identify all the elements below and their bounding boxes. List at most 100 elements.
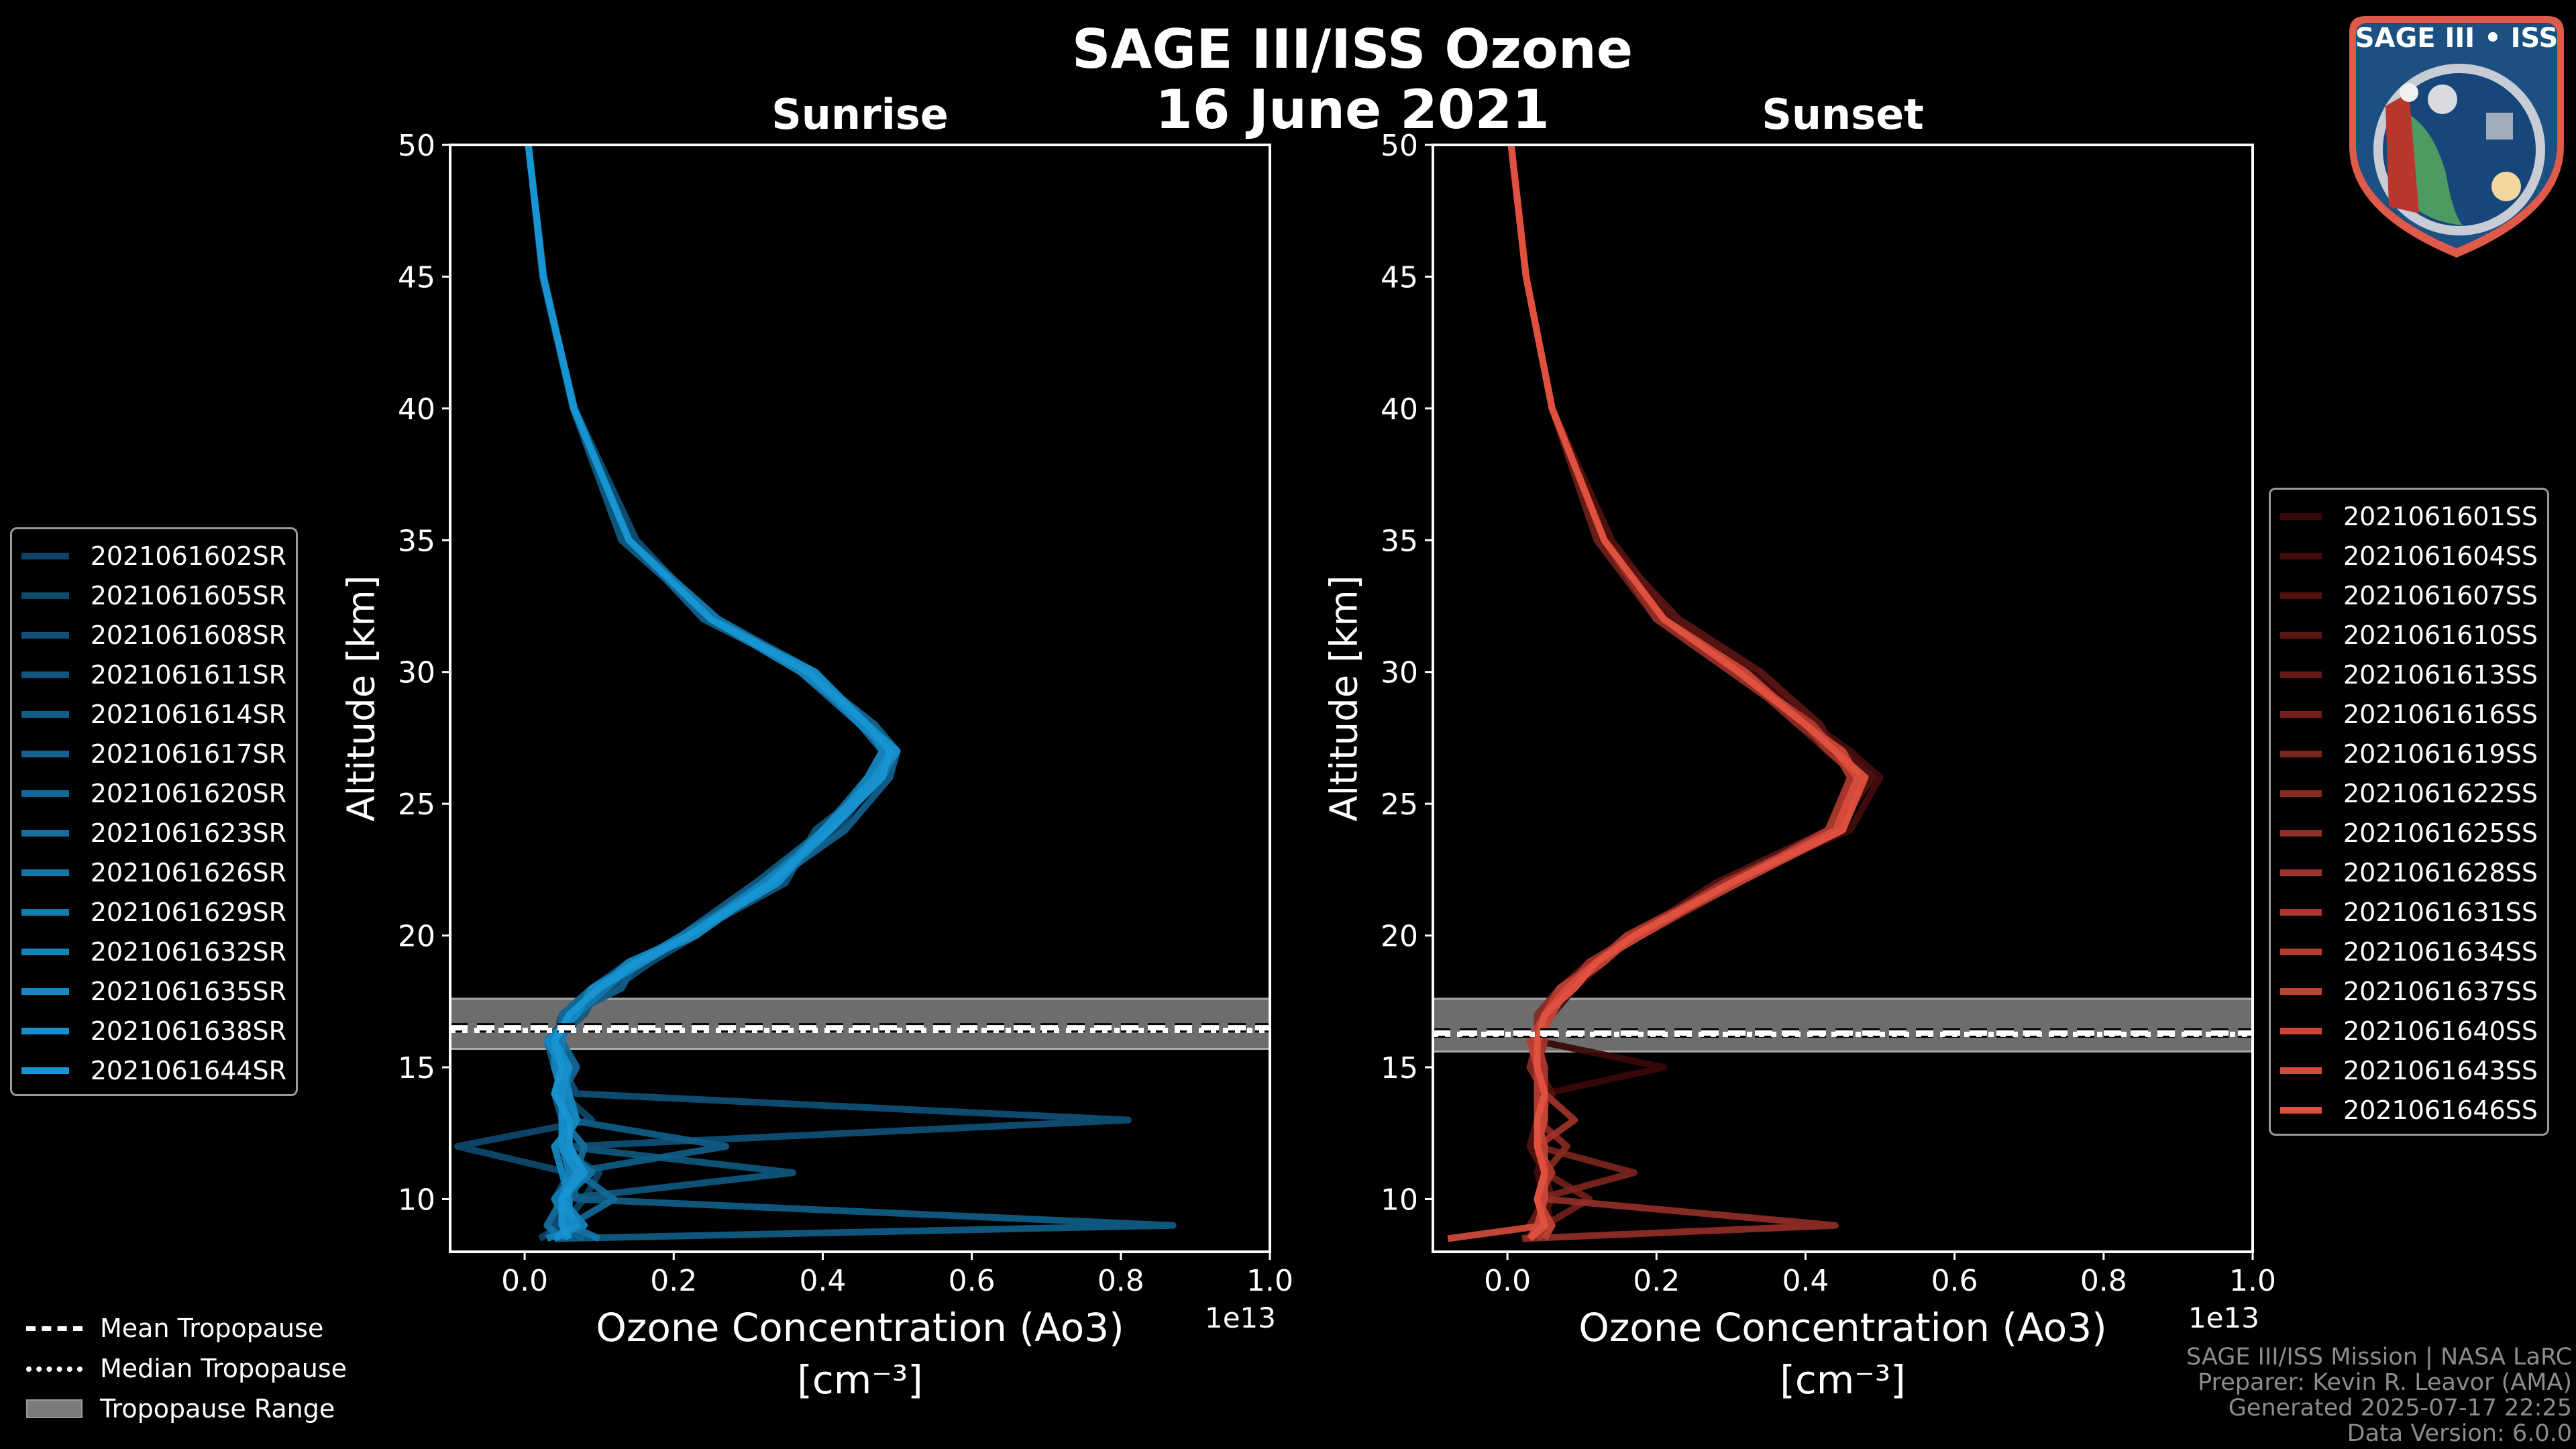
y-tick-label: 40 [1381,392,1418,427]
sage-iii-iss-mission-logo: SAGE III • ISS [2349,16,2564,258]
legend-line-swatch [21,552,69,559]
profile-line-2021061617SR [525,145,901,1242]
legend-item: 2021061617SR [21,734,286,773]
legend-item: 2021061620SR [21,773,286,813]
sunrise-x-axis-label: Ozone Concentration (Ao3) [596,1305,1124,1350]
footer-credits: SAGE III/ISS Mission | NASA LaRC Prepare… [2186,1344,2572,1446]
legend-tropopause-range: Tropopause Range [26,1389,347,1429]
x-tick-label: 0.4 [1782,1264,1829,1298]
profile-line-2021061625SS [1507,145,1869,1242]
sunrise-legend: 2021061602SR 2021061605SR 2021061608SR 2021… [10,527,298,1096]
legend-item: 2021061637SS [2280,971,2538,1011]
legend-item: 2021061632SR [21,932,286,971]
legend-label: 2021061611SR [90,659,286,690]
footer-data-version: Data Version: 6.0.0 [2347,1420,2572,1447]
profile-line-2021061601SS [1507,145,1869,1242]
legend-item: 2021061604SS [2280,536,2538,576]
y-tick-label: 35 [398,524,435,558]
sunrise-panel-title: Sunrise [771,90,949,139]
legend-item: 2021061625SS [2280,813,2538,853]
axes-frame [449,144,1271,1253]
legend-label: 2021061626SR [90,857,286,888]
legend-label: 2021061632SR [90,936,286,967]
x-tick-label: 1.0 [1246,1264,1293,1298]
legend-mean-tropopause: Mean Tropopause [26,1308,347,1348]
y-tick-label: 30 [398,656,435,690]
legend-line-swatch [2280,592,2322,599]
y-tick-label: 15 [398,1051,435,1085]
legend-label: 2021061634SS [2343,936,2538,967]
sunset-x-axis-unit: [cm⁻³] [1780,1357,1906,1403]
legend-item: 2021061640SS [2280,1011,2538,1051]
y-tick-label: 45 [398,260,435,294]
sunrise-axes: 0.0 0.2 0.4 0.6 0.8 1.0 10 15 20 25 30 35 40 45 50 [398,129,1293,1298]
legend-label: 2021061602SR [90,541,286,571]
legend-label: 2021061625SS [2343,818,2538,848]
x-tick-label: 0.4 [799,1264,846,1298]
x-tick-label: 0.0 [1484,1264,1531,1298]
legend-item: 2021061629SR [21,892,286,932]
y-tick-label: 20 [1381,920,1418,954]
legend-label: 2021061601SS [2343,501,2538,531]
legend-line-swatch [2280,790,2322,797]
tropopause-legend: Mean Tropopause Median Tropopause Tropop… [26,1308,347,1429]
legend-item: 2021061614SR [21,694,286,734]
legend-label: 2021061623SR [90,818,286,848]
legend-label: 2021061640SS [2343,1016,2538,1046]
profile-line-2021061604SS [1507,145,1884,1242]
legend-item: 2021061623SR [21,813,286,853]
legend-line-swatch [2280,671,2322,678]
legend-label: 2021061644SR [90,1055,286,1085]
legend-line-swatch [2280,513,2322,520]
legend-item: 2021061643SS [2280,1051,2538,1090]
y-tick-label: 45 [1381,260,1418,294]
legend-label: 2021061605SR [90,580,286,610]
x-tick-label: 0.6 [1931,1264,1978,1298]
footer-preparer: Preparer: Kevin R. Leavor (AMA) [2198,1369,2572,1396]
legend-item: 2021061608SR [21,615,286,655]
legend-item: 2021061631SS [2280,892,2538,932]
legend-label: 2021061638SR [90,1016,286,1046]
legend-item: 2021061616SS [2280,694,2538,734]
legend-line-swatch [21,592,69,599]
legend-label: 2021061619SS [2343,739,2538,769]
profile-line-2021061613SS [1507,145,1869,1242]
sunset-legend: 2021061601SS 2021061604SS 2021061607SS 2021… [2269,488,2549,1136]
y-tick-label: 25 [398,788,435,822]
sunset-panel-title: Sunset [1762,90,1924,139]
legend-line-swatch [21,987,69,995]
profile-line-2021061643SS [1447,145,1862,1242]
legend-line-swatch [2280,869,2322,876]
y-tick-label: 20 [398,920,435,954]
x-tick-label: 0.0 [501,1264,548,1298]
legend-line-swatch [2280,829,2322,837]
legend-line-swatch [2280,987,2322,995]
svg-text:SAGE III • ISS: SAGE III • ISS [2355,23,2559,54]
legend-label: 2021061622SS [2343,778,2538,808]
legend-item: 2021061644SR [21,1051,286,1090]
legend-line-swatch [2280,908,2322,916]
footer-generated: Generated 2025-07-17 22:25 [2228,1395,2572,1421]
x-tick-label: 0.2 [1633,1264,1680,1298]
legend-item: 2021061610SS [2280,615,2538,655]
legend-item: 2021061602SR [21,536,286,576]
axes-frame [1432,144,2254,1253]
y-tick-label: 10 [1381,1183,1418,1217]
legend-label: 2021061629SR [90,897,286,927]
x-tick-label: 0.8 [1097,1264,1144,1298]
legend-line-swatch [21,750,69,757]
profile-line-2021061611SR [525,145,901,1242]
profile-line-2021061602SR [525,145,901,1242]
legend-line-swatch [21,1027,69,1034]
legend-line-swatch [21,948,69,955]
legend-item: 2021061638SR [21,1011,286,1051]
x-tick-label: 0.8 [2080,1264,2127,1298]
profile-line-2021061646SS [1507,145,1869,1242]
legend-median-tropopause: Median Tropopause [26,1348,347,1389]
profile-line-2021061644SR [525,145,894,1240]
legend-line-swatch [2280,1067,2322,1074]
tropopause-range-band [1433,998,2253,1053]
tropopause-range-label: Tropopause Range [100,1394,335,1424]
legend-label: 2021061646SS [2343,1095,2538,1125]
legend-label: 2021061613SS [2343,659,2538,690]
